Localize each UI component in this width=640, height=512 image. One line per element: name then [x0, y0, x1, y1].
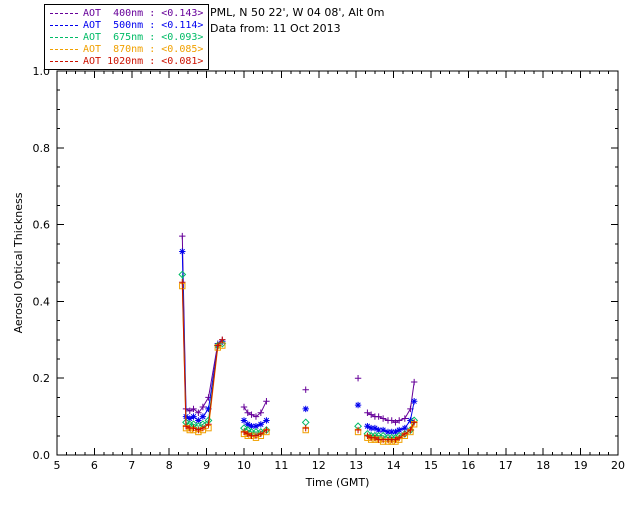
- x-tick-label: 6: [91, 459, 98, 472]
- legend-item: AOT 1020nm : <0.081>: [50, 55, 203, 67]
- legend-line-sample: [50, 48, 78, 50]
- plot-header: PML, N 50 22', W 04 08', Alt 0m Data fro…: [210, 5, 384, 37]
- legend-line-sample: [50, 60, 78, 62]
- x-tick-label: 10: [237, 459, 251, 472]
- legend-line-sample: [50, 12, 78, 14]
- series-aot-400nm: [179, 232, 418, 426]
- x-tick-label: 12: [312, 459, 326, 472]
- x-tick-label: 9: [203, 459, 210, 472]
- station-info-line: PML, N 50 22', W 04 08', Alt 0m: [210, 6, 385, 19]
- legend-line-sample: [50, 24, 78, 26]
- y-axis-title: Aerosol Optical Thickness: [12, 192, 25, 333]
- x-tick-label: 17: [499, 459, 513, 472]
- x-tick-label: 7: [128, 459, 135, 472]
- legend-line-sample: [50, 36, 78, 38]
- legend-item: AOT 675nm : <0.093>: [50, 31, 203, 43]
- x-tick-label: 16: [461, 459, 475, 472]
- series-aot-1020nm: [179, 279, 418, 443]
- legend-item-label: AOT 870nm : <0.085>: [83, 43, 204, 55]
- series-aot-500nm: [179, 248, 418, 436]
- legend-item: AOT 500nm : <0.114>: [50, 19, 203, 31]
- x-tick-label: 19: [574, 459, 588, 472]
- legend-item-label: AOT 675nm : <0.093>: [83, 31, 204, 43]
- legend-item: AOT 400nm : <0.143>: [50, 7, 203, 19]
- y-tick-label: 0.6: [33, 219, 51, 232]
- x-tick-label: 11: [274, 459, 288, 472]
- data-date-line: Data from: 11 Oct 2013: [210, 22, 341, 35]
- x-tick-label: 5: [54, 459, 61, 472]
- legend-box: AOT 400nm : <0.143> AOT 500nm : <0.114> AO…: [44, 4, 210, 70]
- legend-item-label: AOT 1020nm : <0.081>: [83, 55, 204, 67]
- legend-item-label: AOT 400nm : <0.143>: [83, 7, 204, 19]
- legend-item-label: AOT 500nm : <0.114>: [83, 19, 204, 31]
- y-tick-label: 0.0: [33, 449, 51, 462]
- x-axis-title: Time (GMT): [305, 476, 370, 489]
- x-tick-label: 15: [424, 459, 438, 472]
- x-tick-label: 20: [611, 459, 625, 472]
- series-aot-675nm: [178, 270, 419, 442]
- x-tick-label: 8: [166, 459, 173, 472]
- x-tick-label: 13: [349, 459, 363, 472]
- x-tick-label: 14: [387, 459, 401, 472]
- x-tick-label: 18: [536, 459, 550, 472]
- axes: [56, 70, 619, 456]
- y-tick-label: 0.8: [33, 142, 51, 155]
- y-tick-label: 0.2: [33, 372, 51, 385]
- legend-item: AOT 870nm : <0.085>: [50, 43, 203, 55]
- y-tick-label: 0.4: [33, 295, 51, 308]
